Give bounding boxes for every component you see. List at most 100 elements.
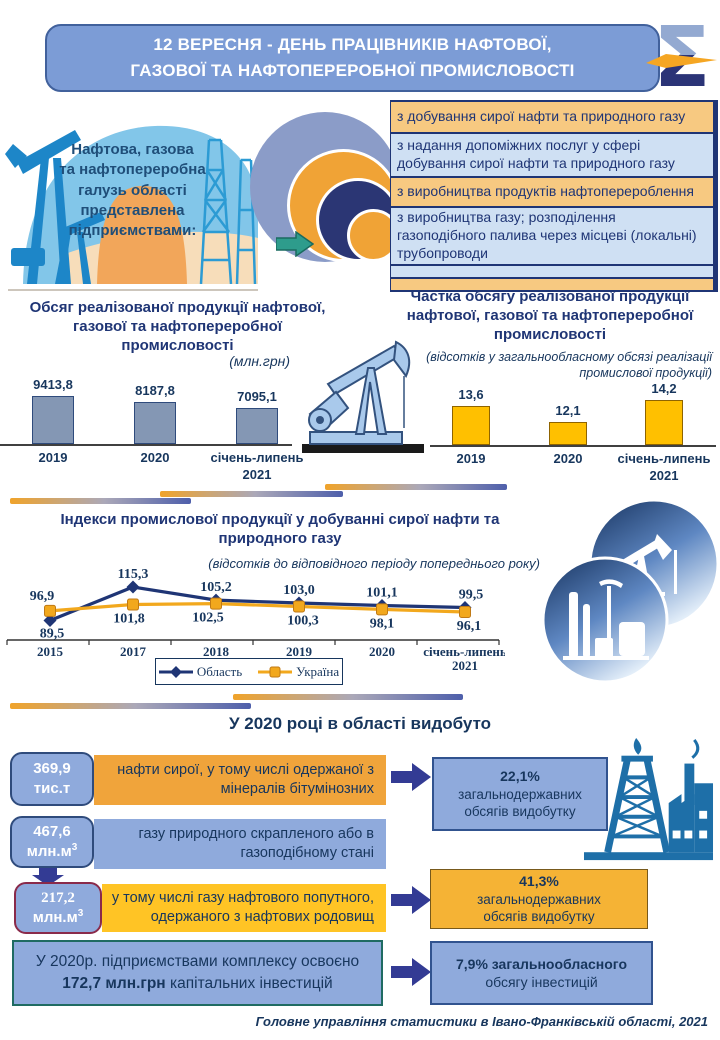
data-point-label: 99,5: [459, 588, 484, 603]
x-tick-label: 2019: [286, 644, 313, 659]
navy-right-block-arrow-icon: [391, 886, 431, 914]
bar-group: 14,2: [634, 369, 694, 445]
navy-right-block-arrow-icon: [391, 763, 431, 791]
sigma-statistics-logo-icon: Σ Σ: [646, 14, 718, 96]
square-marker: [127, 598, 139, 611]
series-line-Область: [49, 585, 466, 622]
legend-item-ukraine: Україна: [258, 664, 339, 680]
square-marker: [210, 597, 222, 610]
data-point-label: 100,3: [287, 614, 319, 629]
bar: [32, 396, 74, 444]
bar-category-label: 2020: [553, 451, 583, 466]
value-badge-oil: 369,9 тис.т: [10, 752, 94, 806]
intro-caption: Нафтова, газова та нафтопереробна галузь…: [59, 141, 206, 239]
chart1-categories: 2019 2020 січень-липень 2021: [0, 450, 340, 490]
square-marker: [376, 603, 388, 616]
green-right-block-arrow-icon: [275, 230, 315, 258]
page-title-line1: 12 ВЕРЕСНЯ - ДЕНЬ ПРАЦІВНИКІВ НАФТОВОЇ,: [153, 34, 552, 54]
badge-value: 369,9: [33, 759, 71, 777]
page-title-line2: ГАЗОВОЇ ТА НАФТОПЕРЕРОБНОЇ ПРОМИСЛОВОСТІ: [130, 61, 575, 80]
investment-amount-line: 172,7 млн.грн капітальних інвестицій: [62, 975, 333, 992]
bar-category-label: 2019: [38, 450, 68, 465]
x-tick-label: 2020: [369, 644, 395, 659]
bar-group: 12,1: [538, 369, 598, 445]
bar-value-label: 13,6: [458, 387, 484, 402]
data-point-label: 101,1: [366, 585, 398, 600]
bar: [549, 422, 587, 445]
chart3-legend: Область Україна: [155, 658, 343, 685]
gradient-divider: [10, 703, 251, 709]
list-item: з надання допоміжних послуг у сфері добу…: [391, 134, 713, 178]
legend-label: Область: [196, 663, 243, 679]
pumpjack-icon: [298, 330, 428, 458]
data-point-label: 89,5: [40, 627, 65, 642]
gradient-divider: [10, 498, 191, 504]
result-text: загальнодержавних обсягів видобутку: [477, 891, 601, 925]
gradient-divider: [325, 484, 507, 490]
bar-category-label: 2020: [140, 450, 170, 465]
chart2-title: Частка обсягу реалізованої продукції наф…: [406, 288, 694, 343]
result-text: загальнодержавних обсягів видобутку: [458, 786, 582, 820]
x-tick-label: 2021: [452, 658, 478, 673]
value-badge-gas: 467,6 млн.м3: [10, 816, 94, 868]
series-line-Україна: [49, 601, 466, 614]
drilling-rig-and-factory-icon: [582, 736, 715, 866]
investment-box: У 2020р. підприємствами комплексу освоєн…: [12, 940, 383, 1006]
chart3-subtitle: (відсотків до відповідного періоду попер…: [208, 556, 540, 571]
result-text: обсягу інвестицій: [485, 974, 598, 990]
square-marker: [293, 600, 305, 613]
bar-group: 9413,8: [21, 369, 85, 444]
bar: [236, 408, 278, 444]
gradient-divider: [160, 491, 343, 497]
chart1-unit-label: (млн.грн): [229, 353, 290, 369]
badge-unit: млн.м3: [32, 907, 84, 926]
concentric-circles-graphic: [250, 96, 410, 268]
bar-value-label: 8187,8: [135, 383, 175, 398]
data-point-label: 103,0: [283, 583, 315, 598]
square-marker: [44, 604, 56, 617]
badge-unit: тис.т: [33, 779, 71, 797]
data-point-label: 101,8: [113, 612, 145, 627]
badge-value: 467,6: [33, 822, 71, 840]
result-value: 7,9% загальнообласного: [455, 955, 627, 972]
result-value: 41,3%: [519, 873, 559, 890]
x-tick-label: 2017: [120, 644, 147, 659]
bar: [645, 400, 683, 445]
bar: [134, 402, 176, 444]
refinery-circles-icon: [541, 498, 720, 686]
bar-category-label: січень-липень 2021: [210, 450, 304, 482]
list-item: з виробництва газу; розподілення газопод…: [391, 208, 713, 266]
legend-item-oblast: Область: [158, 663, 243, 680]
data-point-label: 105,2: [200, 580, 232, 595]
investment-prefix: У 2020р. підприємствами комплексу освоєн…: [35, 953, 360, 971]
navy-right-block-arrow-icon: [391, 958, 431, 986]
chart3-title: Індекси промислової продукції у добуванн…: [60, 511, 500, 547]
legend-label: Україна: [296, 663, 340, 679]
result-box-oil: 22,1% загальнодержавних обсягів видобутк…: [432, 757, 608, 831]
bar-value-label: 9413,8: [33, 377, 73, 392]
data-point-label: 98,1: [370, 616, 395, 631]
chart1-title: Обсяг реалізованої продукції нафтової, г…: [29, 299, 326, 354]
production-row-associated-gas: у тому числі газу нафтового попутного, о…: [102, 884, 386, 932]
data-point-label: 102,5: [192, 611, 224, 626]
x-tick-label: 2018: [203, 644, 230, 659]
result-box-associated-gas: 41,3% загальнодержавних обсягів видобутк…: [430, 869, 648, 929]
chart2-plot: 13,6 12,1 14,2: [430, 369, 716, 447]
bar-value-label: 14,2: [651, 381, 677, 396]
bar-value-label: 7095,1: [237, 389, 277, 404]
bar-group: 8187,8: [123, 369, 187, 444]
divider-line: [8, 289, 258, 291]
data-point-label: 96,9: [30, 589, 55, 604]
chart2-subtitle: (відсотків у загальнообласному обсязі ре…: [426, 350, 712, 381]
bar-category-label: 2019: [456, 451, 486, 466]
decorative-strip: [391, 279, 713, 290]
x-tick-label: січень-липень: [423, 644, 505, 659]
bar-category-label: січень-липень 2021: [617, 451, 711, 483]
list-item: з добування сирої нафти та природного га…: [391, 102, 713, 134]
production-row-gas: газу природного скрапленого або в газопо…: [94, 819, 386, 869]
footer-credit: Головне управління статистики в Івано-Фр…: [255, 1014, 708, 1029]
chart1-plot: 9413,8 8187,8 7095,1: [0, 369, 292, 446]
x-tick-label: 2015: [37, 644, 64, 659]
